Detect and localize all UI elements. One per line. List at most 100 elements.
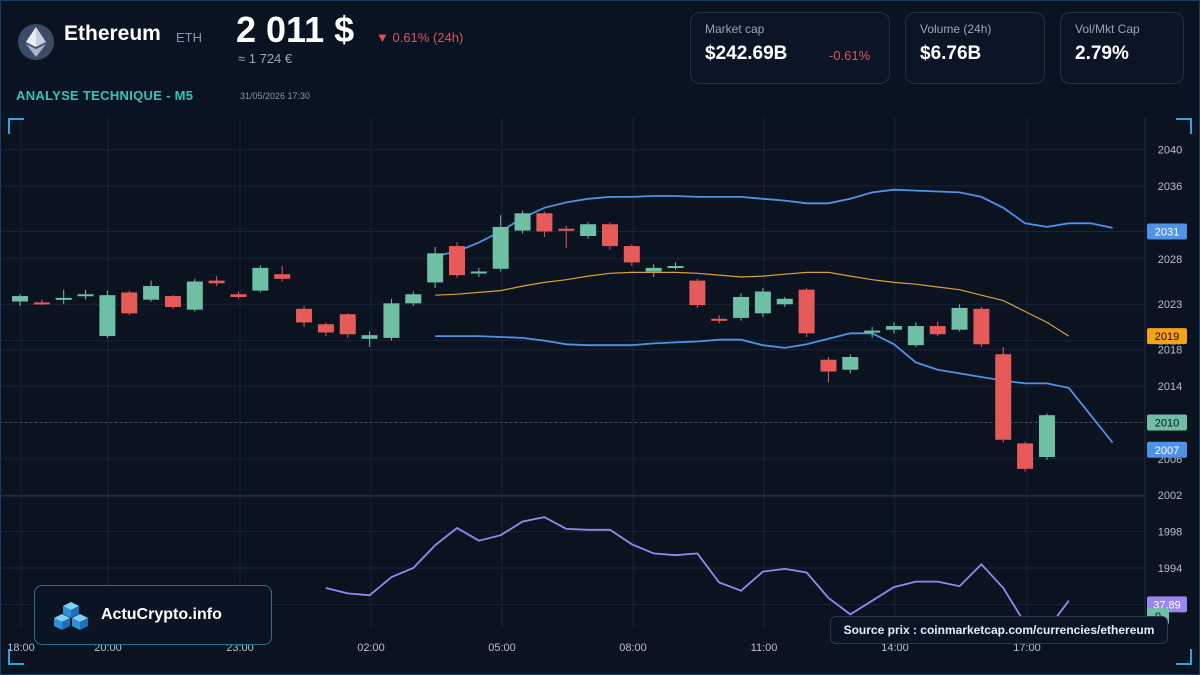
- price-label-box: [1147, 414, 1187, 431]
- frame-corner: [8, 649, 24, 665]
- x-tick-label: 23:00: [226, 642, 254, 654]
- candle-body: [886, 326, 902, 330]
- x-tick-label: 11:00: [751, 642, 778, 654]
- candle-body: [470, 271, 487, 274]
- candle-body: [33, 302, 50, 305]
- stat-value: $6.76B: [920, 43, 982, 64]
- stat-value: $242.69B: [705, 43, 788, 64]
- x-tick-label: 02:00: [357, 642, 385, 654]
- candle-body: [492, 226, 509, 269]
- cubes-logo-icon: [54, 602, 88, 630]
- candle-body: [580, 224, 597, 237]
- stat-label: Volume (24h): [920, 22, 992, 36]
- stat-value: 2.79%: [1075, 43, 1129, 64]
- y-tick-label: 2014: [1158, 381, 1182, 393]
- candle-body: [186, 281, 203, 310]
- candle-body: [995, 354, 1012, 440]
- ethereum-logo-icon: [18, 24, 54, 60]
- frame-corner: [1176, 118, 1192, 134]
- brand-badge[interactable]: ActuCrypto.info: [34, 585, 272, 645]
- candle-body: [143, 286, 160, 300]
- candle-body: [383, 303, 400, 338]
- candle-body: [514, 213, 531, 231]
- price-label-box: [1147, 223, 1187, 240]
- stat-label: Market cap: [705, 22, 765, 36]
- y-tick-label: 2002: [1158, 490, 1182, 502]
- price-label-box: [1147, 441, 1187, 458]
- coin-name: Ethereum: [64, 22, 161, 45]
- candle-body: [1038, 415, 1055, 458]
- candle-body: [951, 307, 968, 330]
- candle-body: [405, 294, 422, 304]
- candle-body: [536, 213, 553, 232]
- stat-label: Vol/Mkt Cap: [1075, 22, 1140, 36]
- rsi-line: [325, 516, 1070, 631]
- candle-body: [645, 267, 662, 272]
- price-label-text: 2010: [1155, 417, 1179, 429]
- candle-body: [667, 266, 684, 269]
- frame-corner: [8, 118, 24, 134]
- price-eur: ≈ 1 724 €: [238, 51, 293, 66]
- candle-body: [601, 224, 618, 247]
- price-chart[interactable]: 18:00 20:00 23:00 02:00 05:00 08:00 11:00 14:00…: [0, 118, 1200, 675]
- price-label-text: 2019: [1155, 331, 1179, 343]
- candle-body: [973, 308, 990, 345]
- candle-body: [12, 296, 28, 302]
- candle-body: [929, 326, 946, 335]
- candle-body: [1017, 443, 1034, 469]
- candle-body: [55, 297, 72, 300]
- source-label: Source prix : coinmarketcap.com/currenci…: [830, 616, 1168, 644]
- brand-name: ActuCrypto.info: [101, 606, 222, 623]
- y-tick-label: 2018: [1158, 345, 1182, 357]
- candle-body: [121, 292, 138, 314]
- candle-body: [427, 253, 444, 283]
- candle-body: [317, 324, 334, 333]
- volume-card: Volume (24h) $6.76B: [905, 12, 1045, 84]
- bollinger-line: [435, 188, 1113, 257]
- candle-body: [208, 280, 225, 284]
- y-tick-label: 1998: [1158, 527, 1182, 539]
- price-label-box: [1147, 328, 1187, 345]
- candle-body: [798, 289, 815, 334]
- price-label-text: 2031: [1155, 226, 1179, 238]
- candle-body: [77, 294, 94, 297]
- x-tick-label: 05:00: [488, 642, 516, 654]
- candle-body: [776, 298, 793, 305]
- y-tick-label: 2040: [1158, 145, 1182, 157]
- candle-body: [274, 274, 291, 279]
- coin-symbol: ETH: [176, 30, 202, 45]
- candle-body: [623, 246, 640, 263]
- candle-body: [864, 330, 881, 333]
- x-tick-label: 08:00: [619, 642, 647, 654]
- candle-body: [164, 296, 181, 307]
- y-tick-label: 1994: [1158, 563, 1182, 575]
- x-tick-label: 18:00: [7, 642, 35, 654]
- frame-corner: [1176, 649, 1192, 665]
- y-tick-label: 2023: [1158, 299, 1182, 311]
- header: Ethereum ETH 2 011 $ ≈ 1 724 € ▼ 0.61% (…: [0, 0, 1200, 118]
- candle-body: [733, 296, 750, 318]
- x-tick-label: 20:00: [94, 642, 122, 654]
- analysis-datetime: 31/05/2026 17:30: [240, 91, 311, 101]
- analysis-label: ANALYSE TECHNIQUE - M5: [16, 88, 194, 103]
- candle-body: [99, 295, 116, 337]
- candle-body: [230, 294, 247, 297]
- candle-body: [907, 326, 924, 346]
- candle-body: [558, 228, 575, 231]
- candle-body: [252, 267, 269, 291]
- stat-delta: -0.61%: [829, 48, 871, 63]
- market-cap-card: Market cap $242.69B -0.61%: [690, 12, 890, 84]
- candle-body: [842, 356, 859, 370]
- y-tick-label: 2036: [1158, 181, 1182, 193]
- x-tick-label: 17:00: [1013, 642, 1041, 654]
- sma-line: [435, 271, 1070, 337]
- candle-body: [689, 280, 706, 306]
- candle-body: [820, 359, 837, 372]
- candle-body: [711, 318, 728, 321]
- price-label-text: 2007: [1155, 445, 1179, 457]
- candle-body: [361, 335, 378, 339]
- y-tick-label: 2028: [1158, 254, 1182, 266]
- candle-body: [754, 291, 771, 314]
- candle-body: [296, 308, 313, 323]
- current-price: 2 011 $: [236, 9, 355, 50]
